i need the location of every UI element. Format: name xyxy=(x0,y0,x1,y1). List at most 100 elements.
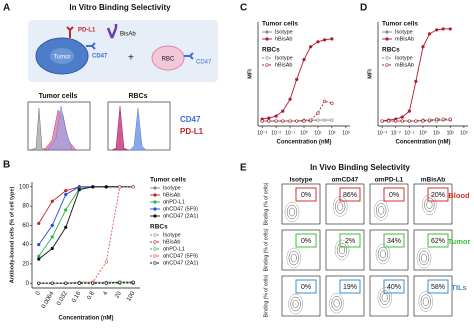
flow-contour xyxy=(379,249,387,259)
panel-label: E xyxy=(240,163,247,174)
data-point xyxy=(64,281,68,285)
data-point xyxy=(407,119,411,123)
flow-contour xyxy=(381,293,388,302)
data-point xyxy=(104,260,108,264)
flow-contour xyxy=(422,194,437,216)
flow-contour xyxy=(329,292,344,314)
legend-label: mBisAb xyxy=(395,62,414,68)
legend-label: Isotype xyxy=(163,185,181,191)
gate-percentage: 34% xyxy=(387,238,401,245)
gate xyxy=(383,279,405,294)
legend-label: αhCD47 (2A1) xyxy=(163,213,198,219)
flow-plot-frame xyxy=(325,275,365,317)
legend-marker xyxy=(265,30,269,34)
data-point xyxy=(274,114,278,118)
legend-marker xyxy=(385,56,389,60)
legend-label: mBisAb xyxy=(395,36,414,42)
gate xyxy=(295,187,317,202)
gate-percentage: 0% xyxy=(301,284,311,291)
legend-label: hBisAb xyxy=(163,239,180,245)
data-point xyxy=(295,119,299,123)
legend-marker xyxy=(153,186,157,190)
histogram-isotype xyxy=(29,107,49,151)
y-axis-label: MFI xyxy=(367,69,373,79)
flow-plot-frame xyxy=(281,183,321,225)
data-point xyxy=(64,189,68,193)
flow-contour xyxy=(376,203,387,218)
x-tick-label: 10² xyxy=(328,130,336,136)
x-tick-label: 10⁰ xyxy=(300,130,308,136)
data-point xyxy=(322,99,327,103)
flow-contour xyxy=(420,253,428,263)
data-point xyxy=(37,257,41,261)
data-point xyxy=(267,116,271,120)
series-line xyxy=(38,281,134,284)
data-point xyxy=(302,58,306,62)
gate-percentage: 0% xyxy=(301,192,311,199)
data-point xyxy=(77,188,81,192)
pdl1-label: PD-L1 xyxy=(78,28,96,34)
panel-title: In Vitro Binding Selectivity xyxy=(69,3,171,12)
legend-marker xyxy=(153,254,157,258)
x-tick-label: 10³ xyxy=(460,130,468,136)
x-tick-label: 100 xyxy=(126,290,137,302)
histogram-cd47 xyxy=(129,107,147,151)
pdl1-icon xyxy=(66,26,74,38)
data-point xyxy=(316,40,320,44)
legend-marker xyxy=(153,200,157,204)
series-line xyxy=(38,186,134,224)
flow-contour xyxy=(288,293,303,315)
column-header: αmPD-L1 xyxy=(375,177,404,184)
legend-marker xyxy=(153,193,157,197)
y-axis-label: Antibody-bound cells (% of cell type) xyxy=(9,187,15,284)
gate-percentage: 0% xyxy=(389,192,399,199)
legend-marker xyxy=(153,207,157,211)
data-point xyxy=(274,119,278,123)
series-line xyxy=(382,118,451,122)
flow-contour xyxy=(286,204,298,220)
legend-group-title: RBCs xyxy=(382,47,400,54)
x-tick-label: 10¹ xyxy=(433,130,441,136)
data-point xyxy=(64,208,68,212)
data-point xyxy=(260,119,264,123)
y-tick-label: 100 xyxy=(19,184,30,190)
data-point xyxy=(427,32,432,36)
flow-contour xyxy=(377,246,389,262)
legend-label: Isotype xyxy=(395,29,413,35)
data-point xyxy=(441,27,445,31)
column-header: Isotype xyxy=(290,177,313,184)
legend-label: αhCD47 (5F9) xyxy=(163,206,198,212)
gate xyxy=(339,187,361,202)
data-point xyxy=(330,101,334,105)
flow-contour xyxy=(416,247,432,269)
x-tick-label: 4 xyxy=(102,290,109,296)
data-point xyxy=(50,246,54,251)
gate-percentage: 19% xyxy=(343,284,357,291)
data-point xyxy=(37,281,41,285)
data-point xyxy=(414,119,418,123)
data-point xyxy=(281,109,285,113)
series-line xyxy=(382,28,451,122)
legend-group-title: RBCs xyxy=(150,224,168,231)
panel-a: A In Vitro Binding Selectivity Tumor PD-… xyxy=(3,3,218,151)
data-point xyxy=(288,97,292,101)
x-tick-label: 0.16 xyxy=(71,290,82,304)
gate xyxy=(427,187,449,202)
legend-label: Isotype xyxy=(275,55,293,61)
rbc-label: RBC xyxy=(162,57,175,63)
x-tick-label: 10² xyxy=(447,130,455,136)
y-axis-label: MFI xyxy=(247,69,253,79)
data-point xyxy=(77,185,81,189)
legend-group-title: Tumor cells xyxy=(382,21,418,28)
cd47-icon xyxy=(86,42,96,50)
data-point xyxy=(77,281,81,285)
data-point xyxy=(421,45,425,49)
histogram-pdl1 xyxy=(111,105,129,151)
gate xyxy=(383,187,405,202)
data-point xyxy=(400,119,404,123)
legend-marker xyxy=(385,37,389,41)
panel-e: E In Vivo Binding Selectivity xyxy=(240,163,410,174)
flow-contour xyxy=(331,295,342,311)
y-tick-label: 20 xyxy=(22,261,29,267)
